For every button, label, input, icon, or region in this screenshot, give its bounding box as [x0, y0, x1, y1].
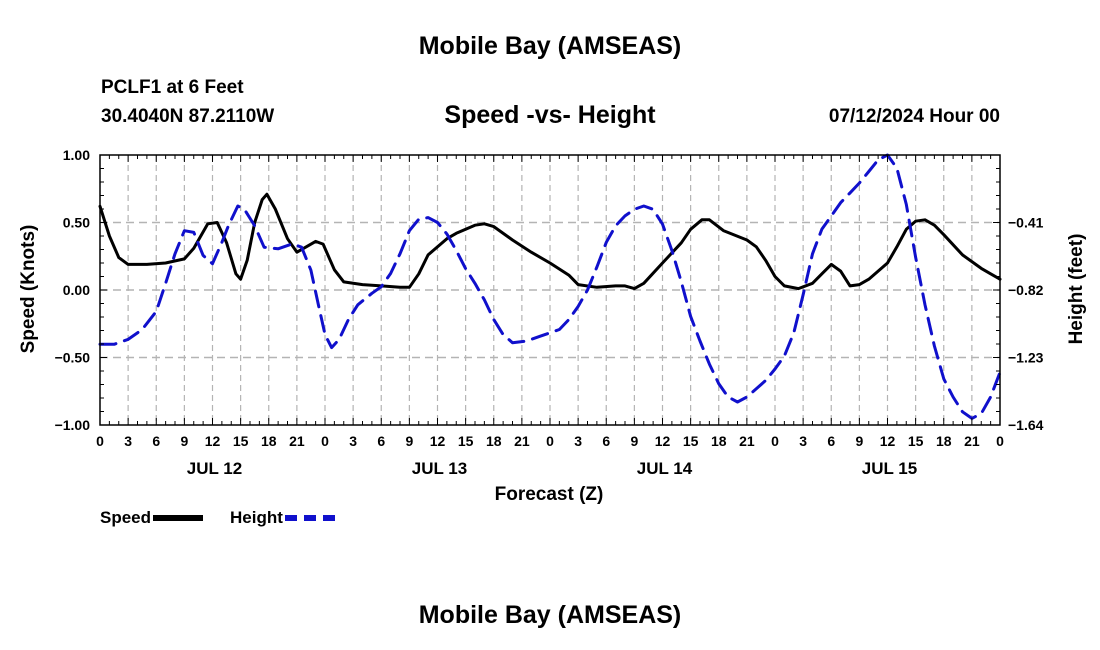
day-label: JUL 13 [412, 459, 467, 478]
x-tick-label: 12 [655, 433, 671, 449]
right-tick-label: −1.23 [1008, 350, 1044, 366]
x-tick-label: 0 [546, 433, 554, 449]
x-tick-label: 0 [996, 433, 1004, 449]
x-tick-label: 3 [349, 433, 357, 449]
left-tick-label: 0.00 [63, 282, 90, 298]
x-tick-label: 6 [152, 433, 160, 449]
x-tick-label: 18 [711, 433, 727, 449]
x-tick-label: 15 [908, 433, 924, 449]
series-layer [98, 153, 1002, 420]
x-tick-label: 3 [574, 433, 582, 449]
x-tick-label: 9 [855, 433, 863, 449]
page-title: Mobile Bay (AMSEAS) [418, 32, 682, 60]
x-tick-label: 21 [289, 433, 305, 449]
x-tick-label: 9 [180, 433, 188, 449]
location-label: 30.4040N 87.2110W [101, 106, 275, 127]
x-tick-label: 15 [458, 433, 474, 449]
tick-labels: 1.00 0.50 0.00 −0.50 −1.00 −0.41 −0.82 −1.23 −1.… [55, 147, 1044, 478]
x-axis-label: Forecast (Z) [495, 484, 604, 505]
x-tick-label: 15 [683, 433, 699, 449]
left-tick-label: −0.50 [55, 350, 91, 366]
x-tick-label: 15 [233, 433, 249, 449]
x-tick-label: 6 [827, 433, 835, 449]
legend-speed-label: Speed [100, 508, 152, 527]
datetime-label: 07/12/2024 Hour 00 [828, 106, 1000, 127]
left-tick-label: −1.00 [55, 417, 91, 433]
x-tick-label: 18 [936, 433, 952, 449]
right-tick-label: −0.41 [1008, 215, 1044, 231]
legend-height-swatch [284, 515, 335, 521]
day-label: JUL 14 [637, 459, 693, 478]
x-tick-label: 12 [430, 433, 446, 449]
left-tick-label: 0.50 [63, 215, 90, 231]
x-tick-label: 12 [880, 433, 896, 449]
x-tick-label: 0 [321, 433, 329, 449]
legend-height-label: Height [230, 508, 283, 527]
x-tick-label: 3 [799, 433, 807, 449]
axes [99, 154, 1001, 426]
legend-speed-swatch [153, 515, 204, 521]
x-tick-label: 6 [377, 433, 385, 449]
x-tick-label: 0 [771, 433, 779, 449]
left-tick-label: 1.00 [63, 147, 90, 163]
series-line-height [98, 153, 1002, 420]
right-tick-label: −1.64 [1008, 417, 1044, 433]
x-tick-label: 0 [96, 433, 104, 449]
x-tick-label: 12 [205, 433, 221, 449]
x-tick-label: 9 [630, 433, 638, 449]
x-tick-label: 21 [514, 433, 530, 449]
x-tick-label: 3 [124, 433, 132, 449]
x-tick-label: 21 [739, 433, 755, 449]
x-tick-label: 18 [486, 433, 502, 449]
chart-title: Speed -vs- Height [444, 101, 656, 129]
right-tick-label: −0.82 [1008, 282, 1044, 298]
station-label: PCLF1 at 6 Feet [101, 77, 244, 98]
y-axis-label-left: Speed (Knots) [18, 225, 39, 354]
legend-speed: Speed [100, 508, 204, 528]
x-tick-label: 21 [964, 433, 980, 449]
legend-height: Height [230, 508, 335, 528]
x-tick-label: 18 [261, 433, 277, 449]
x-tick-label: 6 [602, 433, 610, 449]
grid [100, 155, 1000, 425]
day-label: JUL 12 [187, 459, 242, 478]
series-line-speed [98, 192, 1002, 291]
day-label: JUL 15 [862, 459, 917, 478]
x-tick-label: 9 [405, 433, 413, 449]
bottom-title: Mobile Bay (AMSEAS) [418, 601, 682, 629]
y-axis-label-right: Height (feet) [1066, 234, 1087, 345]
